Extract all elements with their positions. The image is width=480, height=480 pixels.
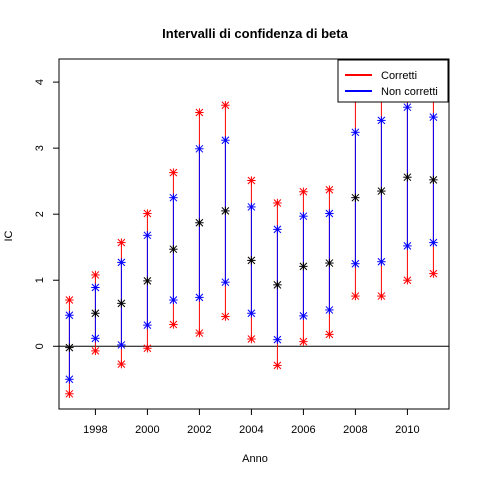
lower-point-corretti-2009: [377, 291, 386, 301]
upper-point-corretti-2002: [195, 108, 204, 117]
lower-point-corretti-2003: [221, 312, 230, 321]
upper-point-non-corretti-2011: [429, 112, 438, 122]
plot-frame: [58, 58, 450, 410]
y-tick-label-4: 4: [34, 79, 46, 85]
upper-point-non-corretti-2005: [273, 225, 282, 234]
upper-point-non-corretti-2003: [221, 136, 230, 145]
upper-point-non-corretti-2009: [377, 116, 386, 125]
lower-point-corretti-2010: [403, 276, 412, 285]
estimate-point-2010: [403, 173, 412, 182]
x-tick-label-2010: 2010: [395, 424, 419, 436]
estimate-point-2000: [143, 276, 152, 286]
estimate-point-2011: [429, 175, 438, 185]
lower-point-corretti-2008: [351, 291, 360, 301]
upper-point-non-corretti-2004: [247, 202, 256, 212]
lower-point-non-corretti-1998: [91, 334, 100, 343]
estimate-point-2008: [351, 193, 360, 202]
y-tick-label-2: 2: [34, 211, 46, 217]
lower-point-non-corretti-2001: [169, 295, 178, 305]
upper-point-non-corretti-1999: [117, 258, 126, 267]
estimate-point-1997: [65, 343, 74, 352]
legend: Corretti Non corretti: [337, 59, 449, 103]
lower-point-non-corretti-2002: [195, 293, 204, 302]
lower-point-non-corretti-2006: [299, 311, 308, 321]
estimate-point-1999: [117, 299, 126, 308]
lower-point-non-corretti-2009: [377, 257, 386, 266]
upper-point-non-corretti-2007: [325, 209, 334, 218]
lower-point-corretti-2002: [195, 328, 204, 338]
estimate-point-2007: [325, 258, 334, 268]
upper-point-corretti-1997: [65, 295, 74, 305]
lower-point-corretti-2011: [429, 269, 438, 278]
lower-point-corretti-2001: [169, 320, 178, 329]
upper-point-non-corretti-2008: [351, 128, 360, 137]
x-tick-label-2006: 2006: [291, 424, 315, 436]
upper-point-corretti-2006: [299, 187, 308, 196]
upper-point-corretti-2005: [273, 198, 282, 208]
upper-point-corretti-2003: [221, 101, 230, 110]
lower-point-corretti-1997: [65, 389, 74, 399]
upper-point-non-corretti-1997: [65, 311, 74, 320]
lower-point-non-corretti-2008: [351, 259, 360, 268]
estimate-point-2006: [299, 262, 308, 271]
lower-point-non-corretti-1997: [65, 375, 74, 384]
lower-point-corretti-2000: [143, 344, 152, 353]
estimate-point-2001: [169, 244, 178, 254]
estimate-point-2003: [221, 206, 230, 216]
x-axis-label: Anno: [242, 453, 268, 465]
lower-point-corretti-2006: [299, 337, 308, 346]
estimate-point-2002: [195, 218, 204, 227]
y-tick-label-1: 1: [34, 277, 46, 283]
chart-title: Intervalli di confidenza di beta: [162, 26, 348, 41]
lower-point-corretti-2005: [273, 361, 282, 370]
lower-point-non-corretti-2005: [273, 335, 282, 344]
x-tick-label-2008: 2008: [343, 424, 367, 436]
legend-box: [337, 59, 449, 103]
legend-label-corretti: Corretti: [381, 70, 417, 82]
upper-point-corretti-2007: [325, 185, 334, 194]
upper-point-corretti-1998: [91, 270, 100, 280]
upper-point-non-corretti-2000: [143, 231, 152, 240]
lower-point-non-corretti-1999: [117, 340, 126, 350]
lower-point-non-corretti-2010: [403, 241, 412, 251]
upper-point-non-corretti-2010: [403, 103, 412, 112]
lower-point-non-corretti-2011: [429, 238, 438, 247]
upper-point-corretti-2000: [143, 209, 152, 218]
estimate-point-2004: [247, 256, 256, 265]
upper-point-corretti-1999: [117, 238, 126, 247]
y-axis-label: IC: [3, 230, 15, 241]
lower-point-non-corretti-2007: [325, 305, 334, 315]
legend-label-non-corretti: Non corretti: [381, 86, 438, 98]
x-tick-label-2004: 2004: [239, 424, 263, 436]
estimate-point-1998: [91, 309, 100, 318]
upper-point-corretti-2001: [169, 168, 178, 177]
lower-point-corretti-1998: [91, 346, 100, 356]
lower-point-corretti-2004: [247, 334, 256, 344]
y-tick-label-0: 0: [34, 343, 46, 349]
estimate-point-2009: [377, 186, 386, 196]
x-tick-label-1998: 1998: [83, 424, 107, 436]
lower-point-corretti-1999: [117, 359, 126, 369]
x-tick-label-2000: 2000: [135, 424, 159, 436]
lower-point-non-corretti-2000: [143, 320, 152, 330]
upper-point-corretti-2004: [247, 176, 256, 185]
lower-point-non-corretti-2004: [247, 309, 256, 318]
lower-point-corretti-2007: [325, 330, 334, 339]
estimate-point-2005: [273, 280, 282, 290]
upper-point-non-corretti-2006: [299, 211, 308, 221]
upper-point-non-corretti-2001: [169, 193, 178, 202]
y-tick-label-3: 3: [34, 145, 46, 151]
x-axis: 1998 2000 2002 2004 2006 2008 2010: [83, 409, 420, 436]
upper-point-non-corretti-1998: [91, 283, 100, 292]
upper-point-non-corretti-2002: [195, 144, 204, 154]
y-axis: 0 1 2 3 4: [34, 79, 59, 349]
x-tick-label-2002: 2002: [187, 424, 211, 436]
lower-point-non-corretti-2003: [221, 278, 230, 287]
